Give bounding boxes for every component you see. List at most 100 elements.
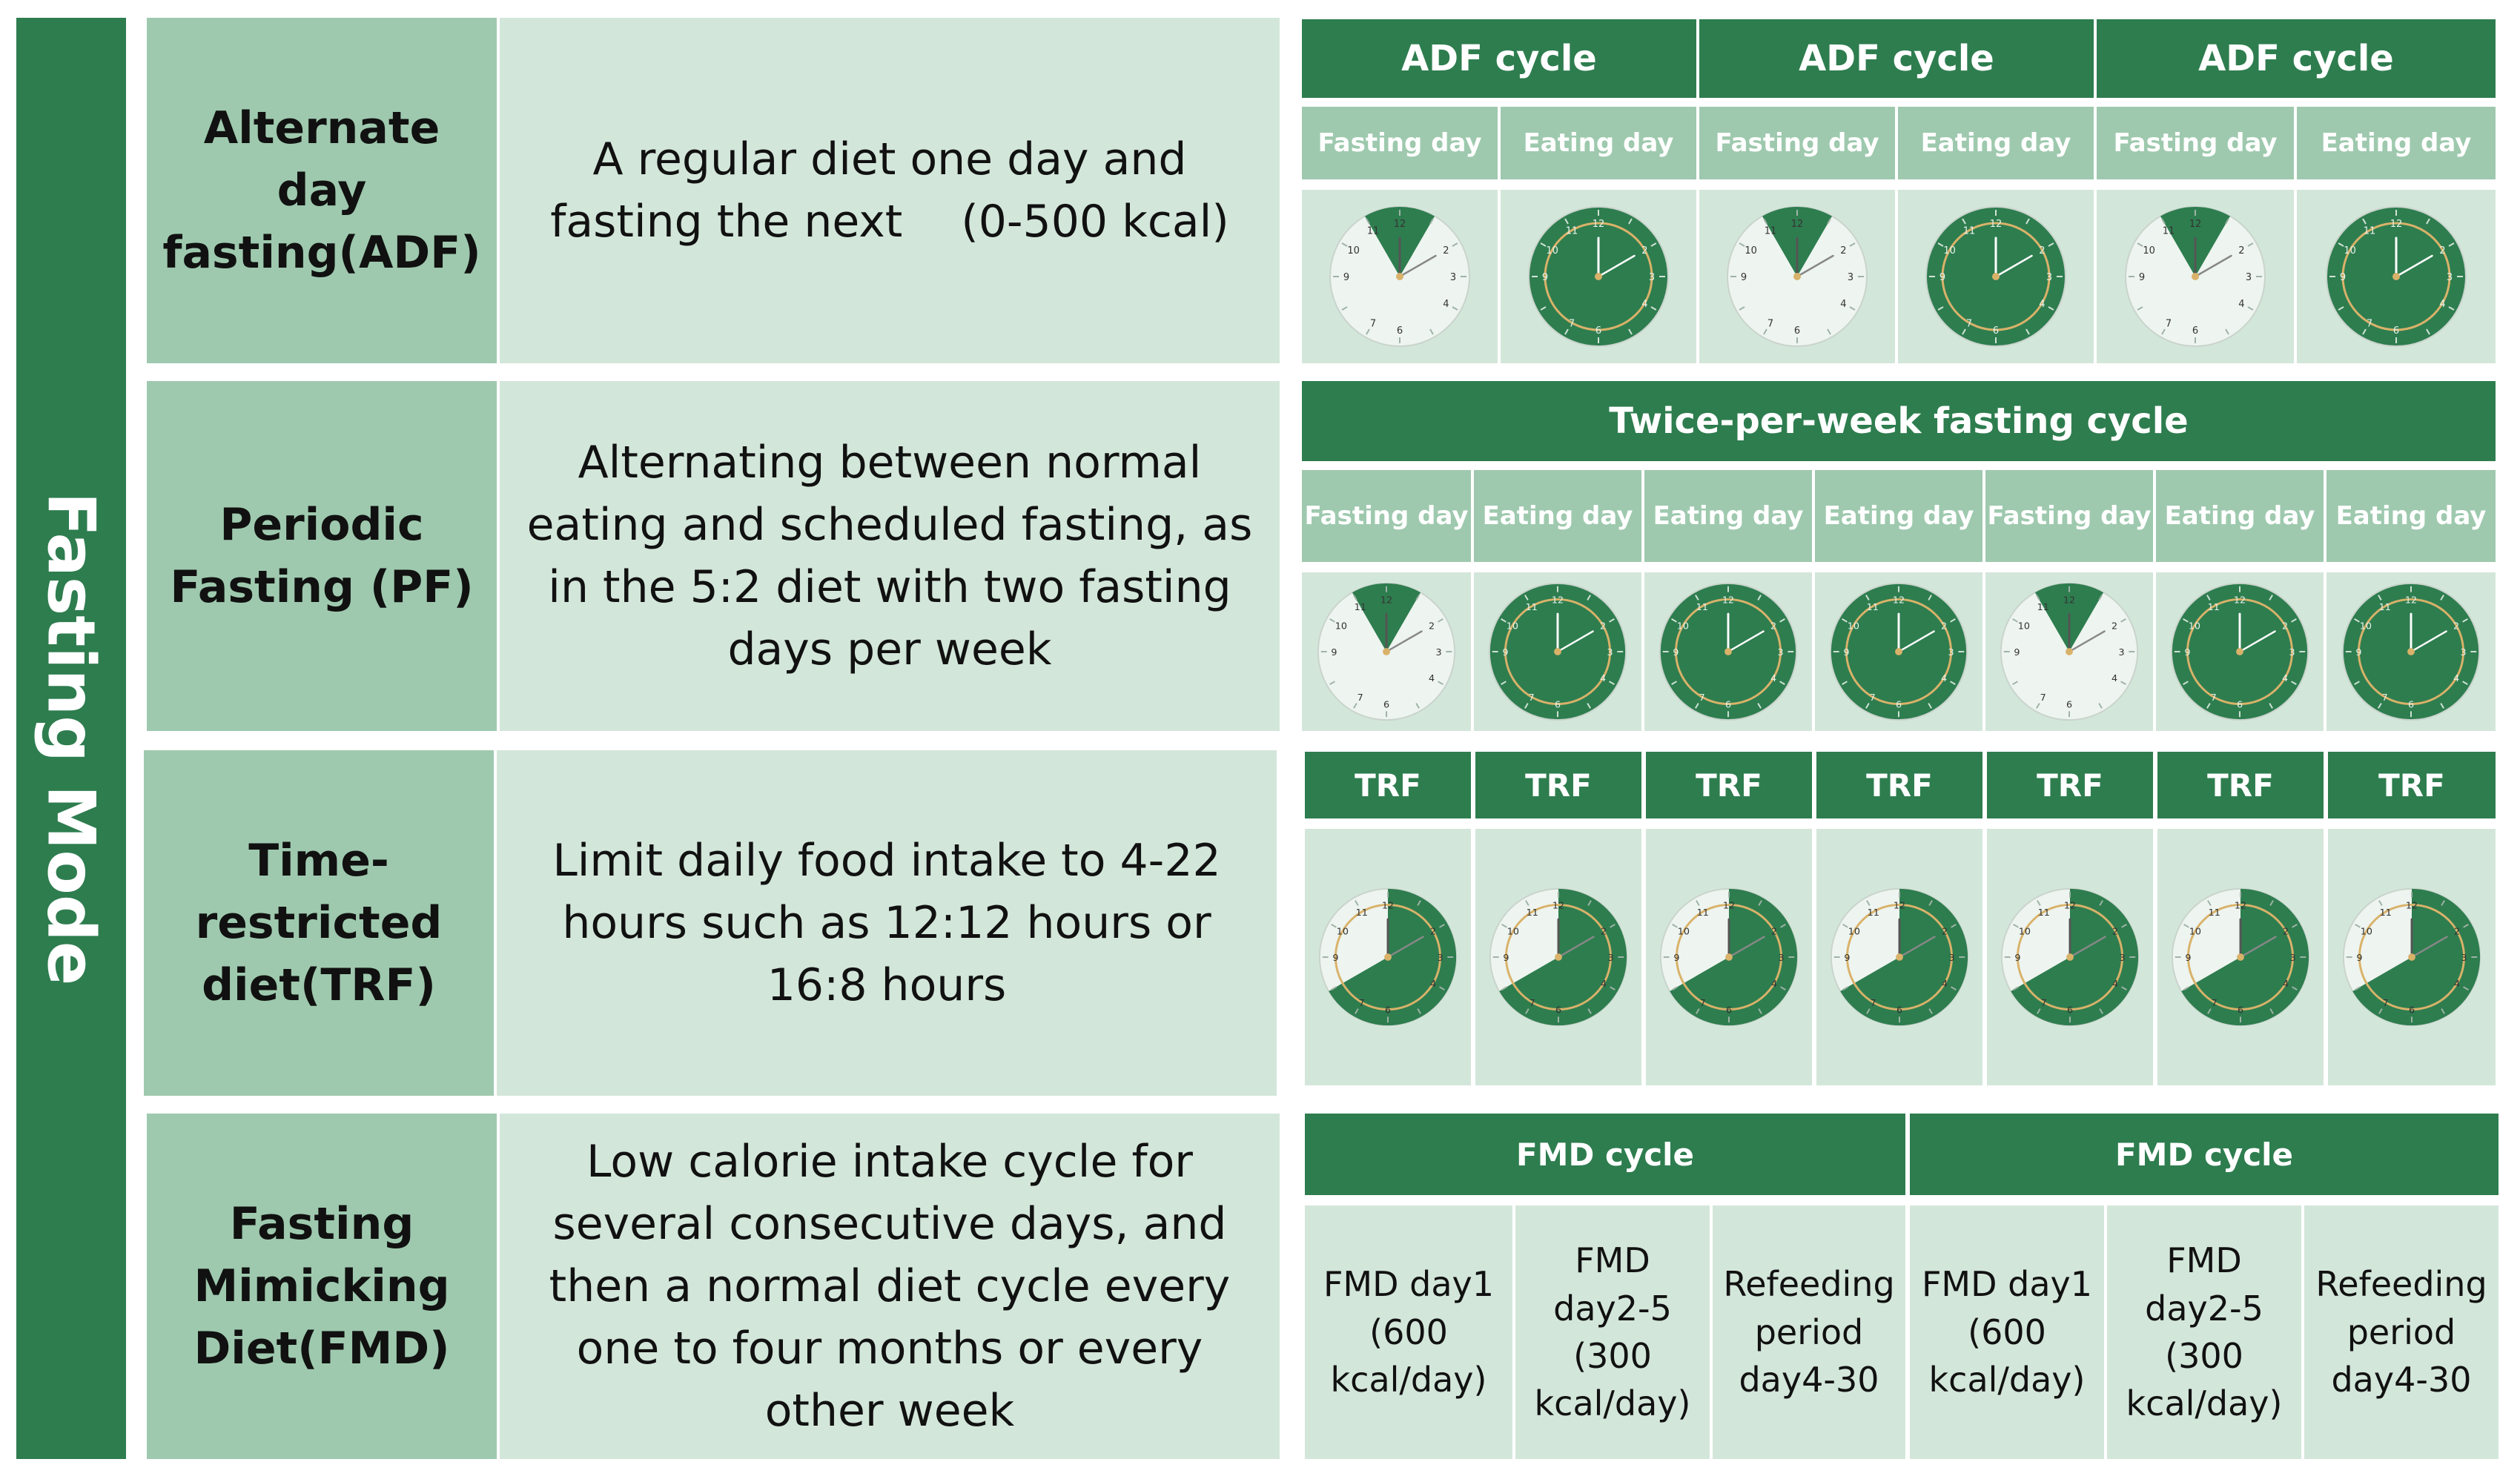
pf-day-label: Eating day: [1644, 470, 1812, 562]
svg-text:9: 9: [1843, 647, 1849, 658]
svg-text:9: 9: [2014, 647, 2020, 658]
svg-text:12: 12: [2234, 595, 2246, 606]
trf-clock-cell: 12 2 3 4 6 7 9 10 11: [1987, 829, 2153, 1085]
mode-desc-fmd: Low calorie intake cycle for several con…: [500, 1114, 1280, 1459]
pf-clock-cell: 12 2 3 4 6 7 9 10 11: [1644, 572, 1812, 731]
fmd-cell: FMD day2-5 (300 kcal/day): [2107, 1205, 2301, 1459]
svg-text:4: 4: [2453, 673, 2459, 684]
pf-day-label: Fasting day: [1302, 470, 1471, 562]
svg-text:11: 11: [2380, 907, 2392, 919]
svg-text:11: 11: [1868, 907, 1879, 919]
svg-text:10: 10: [1335, 621, 1347, 632]
svg-text:2: 2: [2439, 245, 2445, 257]
svg-text:4: 4: [2238, 299, 2244, 310]
fmd-cell: FMD day1 (600 kcal/day): [1910, 1205, 2104, 1459]
trf-clock-icon: 12 2 3 4 6 7 9 10 11: [2342, 887, 2481, 1027]
svg-text:3: 3: [2119, 647, 2125, 658]
svg-text:2: 2: [1641, 245, 1647, 257]
svg-text:12: 12: [2390, 219, 2403, 230]
adf-clock-cell: 12 2 3 4 6 7 9 10 11: [1898, 190, 2094, 363]
pf-clock-cell: 12 2 3 4 6 7 9 10 11: [1815, 572, 1982, 731]
svg-text:11: 11: [1566, 226, 1578, 237]
svg-text:4: 4: [1443, 299, 1449, 310]
svg-text:12: 12: [1893, 595, 1905, 606]
mode-name-pf: Periodic Fasting (PF): [147, 381, 497, 731]
svg-text:12: 12: [1990, 219, 2003, 230]
svg-text:10: 10: [1678, 927, 1690, 938]
svg-text:7: 7: [2382, 692, 2388, 704]
svg-text:11: 11: [1356, 907, 1368, 919]
svg-text:11: 11: [1696, 602, 1708, 613]
svg-text:11: 11: [2037, 602, 2049, 613]
mode-desc-pf: Alternating between normal eating and sc…: [500, 381, 1280, 731]
svg-text:4: 4: [1942, 979, 1948, 990]
fasting-clock-icon: 12 2 3 4 6 7 9 10 11: [1317, 582, 1456, 721]
svg-text:2: 2: [1443, 245, 1449, 257]
fmd-cycle-header: FMD cycle: [1305, 1114, 1905, 1195]
pf-cycle-header: Twice-per-week fasting cycle: [1302, 381, 2496, 461]
svg-text:11: 11: [2379, 602, 2391, 613]
svg-text:10: 10: [2143, 245, 2155, 257]
fmd-cell: FMD day2-5 (300 kcal/day): [1515, 1205, 1710, 1459]
svg-text:12: 12: [1723, 900, 1735, 911]
svg-text:4: 4: [1941, 673, 1947, 684]
svg-text:9: 9: [1503, 953, 1509, 964]
trf-clock-cell: 12 2 3 4 6 7 9 10 11: [2328, 829, 2496, 1085]
svg-text:6: 6: [2237, 699, 2243, 710]
svg-text:2: 2: [1600, 621, 1606, 632]
pf-day-label: Eating day: [2326, 470, 2496, 562]
pf-clock-cell: 12 2 3 4 6 7 9 10 11: [2156, 572, 2324, 731]
fmd-cycle-header: FMD cycle: [1910, 1114, 2498, 1195]
svg-text:2: 2: [2238, 245, 2244, 257]
fasting-clock-icon: 12 2 3 4 6 7 9 10 11: [2125, 206, 2266, 347]
svg-text:4: 4: [1771, 979, 1777, 990]
fmd-cell: Refeeding period day4-30: [2304, 1205, 2498, 1459]
svg-text:7: 7: [1529, 998, 1535, 1009]
svg-text:3: 3: [1450, 272, 1456, 283]
adf-day-label: Fasting day: [1302, 107, 1498, 179]
svg-text:3: 3: [1948, 647, 1954, 658]
svg-text:6: 6: [1896, 1005, 1902, 1016]
svg-text:6: 6: [2066, 699, 2072, 710]
trf-header: TRF: [1305, 752, 1471, 818]
mode-desc-adf: A regular diet one day and fasting the n…: [500, 18, 1280, 363]
svg-text:6: 6: [2409, 1005, 2415, 1016]
side-label: Fasting Mode: [33, 492, 110, 985]
svg-text:12: 12: [1722, 595, 1734, 606]
svg-text:12: 12: [2235, 900, 2246, 911]
eating-clock-icon: 12 2 3 4 6 7 9 10 11: [2341, 582, 2481, 721]
pf-day-label: Eating day: [1815, 470, 1982, 562]
svg-text:4: 4: [1770, 673, 1776, 684]
svg-text:2: 2: [2283, 927, 2289, 938]
svg-text:10: 10: [2019, 927, 2031, 938]
svg-text:4: 4: [1840, 299, 1846, 310]
svg-text:7: 7: [1529, 692, 1535, 704]
trf-clock-icon: 12 2 3 4 6 7 9 10 11: [2171, 887, 2310, 1027]
svg-text:2: 2: [1430, 927, 1436, 938]
svg-text:9: 9: [1542, 272, 1548, 283]
trf-clock-icon: 12 2 3 4 6 7 9 10 11: [1830, 887, 1969, 1027]
mode-name-adf: Alternate day fasting(ADF): [147, 18, 497, 363]
adf-day-label: Fasting day: [1699, 107, 1895, 179]
svg-text:12: 12: [1552, 900, 1564, 911]
trf-header: TRF: [1816, 752, 1982, 818]
svg-text:9: 9: [2340, 272, 2346, 283]
adf-day-label: Eating day: [1898, 107, 2094, 179]
svg-text:10: 10: [1347, 245, 1360, 257]
svg-text:3: 3: [2289, 647, 2295, 658]
svg-text:2: 2: [1429, 621, 1435, 632]
pf-clock-cell: 12 2 3 4 6 7 9 10 11: [1985, 572, 2153, 731]
svg-text:3: 3: [1649, 272, 1655, 283]
eating-clock-icon: 12 2 3 4 6 7 9 10 11: [1658, 582, 1798, 721]
trf-clock-icon: 12 2 3 4 6 7 9 10 11: [1489, 887, 1628, 1027]
svg-text:11: 11: [1527, 907, 1538, 919]
svg-text:9: 9: [2185, 953, 2191, 964]
svg-text:11: 11: [1367, 226, 1380, 237]
svg-text:9: 9: [2139, 272, 2145, 283]
svg-text:3: 3: [1779, 953, 1785, 964]
eating-clock-icon: 12 2 3 4 6 7 9 10 11: [2326, 206, 2467, 347]
svg-text:6: 6: [1555, 699, 1561, 710]
svg-text:10: 10: [2189, 621, 2200, 632]
eating-clock-icon: 12 2 3 4 6 7 9 10 11: [2170, 582, 2309, 721]
svg-text:12: 12: [1382, 900, 1394, 911]
